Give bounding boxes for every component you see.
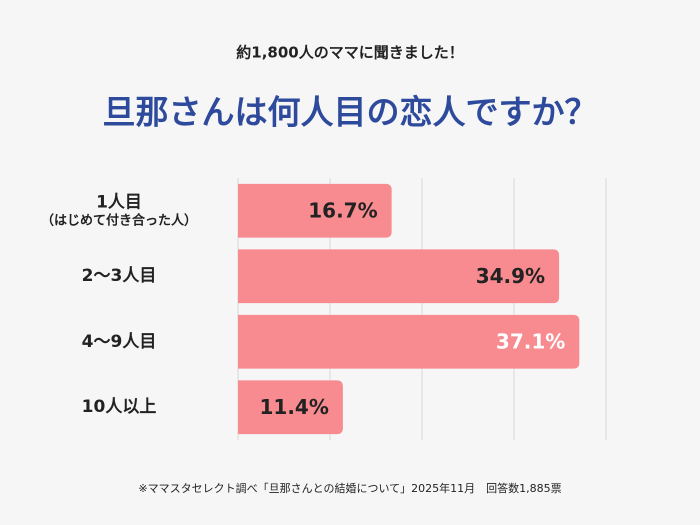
chart-title: 旦那さんは何人目の恋人ですか？ bbox=[103, 93, 598, 132]
bar bbox=[238, 380, 343, 435]
chart-note: ※ママスタセレクト調べ「旦那さんとの結婚について」2025年11月 回答数1,8… bbox=[138, 481, 561, 495]
category-label: 10人以上 bbox=[81, 397, 157, 418]
category-label: 4〜9人目 bbox=[81, 331, 157, 352]
value-label: 16.7% bbox=[308, 198, 377, 222]
value-label: 11.4% bbox=[259, 395, 328, 419]
bar bbox=[238, 314, 580, 369]
value-label: 37.1% bbox=[496, 329, 565, 353]
bar bbox=[238, 183, 392, 238]
category-label: 1人目 （はじめて付き合った人） bbox=[40, 192, 197, 229]
value-label: 34.9% bbox=[476, 264, 545, 288]
category-label: 2〜3人目 bbox=[81, 266, 157, 287]
bar bbox=[238, 249, 560, 304]
chart-subtitle: 約1,800人のママに聞きました！ bbox=[236, 44, 463, 62]
